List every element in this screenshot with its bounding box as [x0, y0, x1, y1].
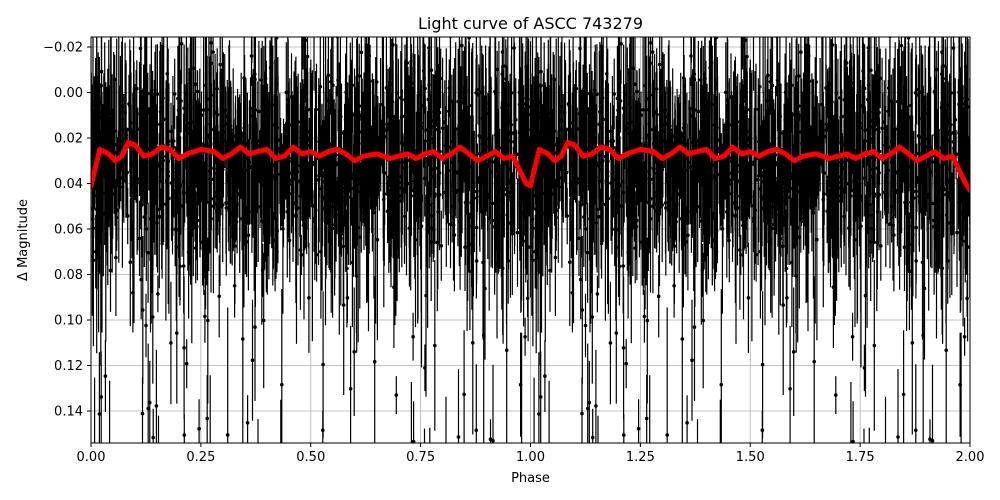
y-tick-label: 0.02: [54, 132, 83, 147]
y-tick-label: 0.00: [54, 86, 83, 101]
model-curve: [91, 140, 970, 193]
y-tick-label: 0.14: [54, 405, 83, 420]
y-tick-label: 0.12: [54, 359, 83, 374]
y-tick-label: −0.02: [43, 41, 83, 56]
x-tick-label: 1.75: [846, 450, 875, 465]
y-tick-label: 0.10: [54, 314, 83, 329]
y-axis-label: Δ Magnitude: [16, 199, 31, 281]
x-tick-label: 1.00: [516, 450, 545, 465]
x-axis: 0.00 0.25 0.50 0.75 1.00 1.25 1.50 1.75 2.00: [77, 443, 985, 465]
chart-title: Light curve of ASCC 743279: [418, 14, 643, 33]
x-tick-label: 1.25: [626, 450, 655, 465]
x-tick-label: 2.00: [956, 450, 985, 465]
observation-errorbars: [91, 37, 970, 443]
x-tick-label: 0.50: [296, 450, 325, 465]
x-axis-label: Phase: [511, 471, 550, 486]
y-axis: −0.02 0.00 0.02 0.04 0.06 0.08 0.10 0.12 0.14: [43, 41, 91, 420]
y-tick-label: 0.08: [54, 268, 83, 283]
y-tick-label: 0.04: [54, 177, 83, 192]
x-tick-label: 1.50: [736, 450, 765, 465]
x-tick-label: 0.00: [77, 450, 106, 465]
y-tick-label: 0.06: [54, 223, 83, 238]
x-tick-label: 0.75: [406, 450, 435, 465]
x-tick-label: 0.25: [186, 450, 215, 465]
